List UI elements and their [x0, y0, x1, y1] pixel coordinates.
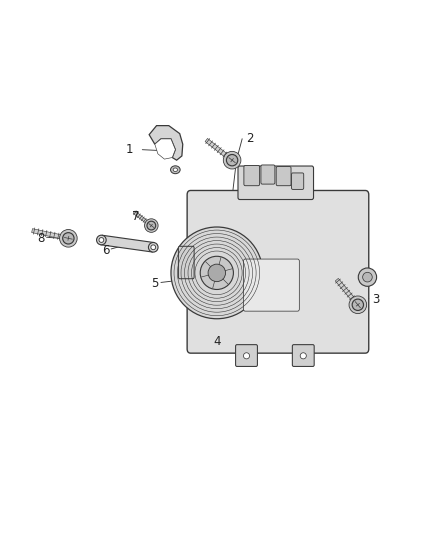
Ellipse shape: [208, 264, 226, 281]
Text: 8: 8: [37, 232, 45, 245]
Ellipse shape: [358, 268, 377, 286]
Polygon shape: [133, 211, 152, 227]
Ellipse shape: [148, 243, 158, 252]
Text: 3: 3: [372, 293, 380, 306]
Text: 1: 1: [126, 143, 133, 156]
FancyBboxPatch shape: [187, 190, 369, 353]
Text: 6: 6: [102, 244, 109, 257]
Ellipse shape: [352, 299, 364, 310]
FancyBboxPatch shape: [261, 165, 275, 184]
Ellipse shape: [171, 227, 263, 319]
Ellipse shape: [244, 353, 250, 359]
Ellipse shape: [60, 230, 77, 247]
Text: 7: 7: [132, 210, 140, 223]
Ellipse shape: [173, 168, 177, 172]
Text: 4: 4: [213, 335, 221, 349]
Ellipse shape: [145, 219, 158, 232]
Ellipse shape: [99, 238, 104, 243]
FancyBboxPatch shape: [292, 345, 314, 367]
FancyBboxPatch shape: [244, 165, 260, 185]
FancyBboxPatch shape: [178, 246, 194, 279]
Ellipse shape: [223, 151, 241, 169]
Ellipse shape: [300, 353, 306, 359]
Polygon shape: [335, 278, 359, 306]
Ellipse shape: [349, 296, 367, 313]
Text: 5: 5: [151, 277, 158, 290]
Polygon shape: [149, 126, 183, 160]
Polygon shape: [101, 235, 154, 252]
FancyBboxPatch shape: [238, 166, 314, 199]
Text: 2: 2: [246, 132, 253, 146]
Ellipse shape: [96, 235, 106, 245]
Ellipse shape: [200, 256, 233, 289]
FancyBboxPatch shape: [244, 259, 299, 311]
Polygon shape: [32, 229, 69, 240]
Polygon shape: [155, 139, 175, 159]
Ellipse shape: [363, 272, 372, 282]
Ellipse shape: [147, 221, 155, 230]
Ellipse shape: [226, 155, 238, 166]
FancyBboxPatch shape: [276, 166, 291, 185]
Ellipse shape: [151, 245, 155, 249]
Ellipse shape: [170, 166, 180, 174]
FancyBboxPatch shape: [236, 345, 258, 367]
FancyBboxPatch shape: [291, 173, 304, 189]
Ellipse shape: [63, 232, 74, 244]
Polygon shape: [205, 139, 233, 161]
